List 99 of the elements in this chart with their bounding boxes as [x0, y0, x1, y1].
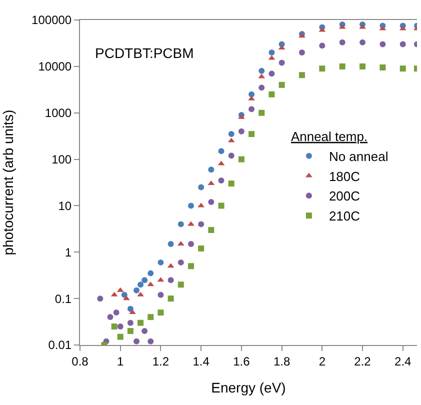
- point: [258, 68, 265, 74]
- point: [238, 156, 244, 162]
- y-tick-label: 1: [64, 245, 72, 260]
- point: [198, 245, 204, 252]
- y-axis-title: photocurrent (arb units): [0, 110, 16, 256]
- x-tick-label: 1: [117, 354, 124, 368]
- point: [121, 292, 128, 298]
- point: [248, 96, 255, 100]
- y-tick-label: 10000: [38, 60, 72, 74]
- point: [188, 263, 194, 270]
- point: [117, 334, 124, 340]
- point: [158, 310, 164, 316]
- point: [113, 310, 120, 316]
- legend-label: 200C: [328, 188, 360, 204]
- point: [380, 64, 386, 70]
- point: [138, 320, 144, 326]
- point: [138, 282, 144, 288]
- x-tick-label: 1.6: [233, 354, 250, 368]
- point: [400, 66, 406, 72]
- point: [127, 328, 134, 334]
- point: [278, 82, 285, 88]
- point: [168, 240, 174, 247]
- point: [339, 39, 346, 46]
- x-tick-label: 2: [318, 354, 326, 368]
- y-tick-label: 10: [58, 198, 72, 213]
- point: [97, 296, 104, 302]
- point: [168, 296, 174, 302]
- point: [228, 152, 234, 159]
- point: [188, 240, 194, 247]
- point: [158, 259, 164, 266]
- point: [198, 221, 204, 228]
- x-tick-label: 2.4: [394, 354, 412, 368]
- point: [360, 63, 366, 70]
- x-axis-title: Energy (eV): [211, 380, 286, 396]
- point: [298, 72, 305, 78]
- point: [359, 24, 366, 29]
- point: [148, 314, 154, 320]
- point: [268, 70, 275, 77]
- point: [238, 128, 244, 134]
- point: [278, 60, 285, 66]
- point: [158, 292, 164, 298]
- point: [127, 306, 134, 312]
- point: [268, 91, 275, 98]
- point: [218, 177, 224, 184]
- point: [248, 131, 255, 138]
- point: [134, 287, 140, 294]
- point: [360, 39, 366, 46]
- point: [268, 49, 275, 56]
- point: [298, 49, 305, 56]
- point: [117, 324, 124, 330]
- point: [178, 259, 184, 266]
- point: [218, 148, 224, 154]
- y-tick-label: 100000: [32, 13, 72, 28]
- x-tick-label: 0.8: [72, 354, 89, 368]
- point: [319, 42, 326, 49]
- point: [258, 110, 265, 116]
- point: [218, 202, 224, 209]
- point: [178, 282, 184, 288]
- point: [198, 184, 204, 190]
- point: [127, 320, 134, 326]
- point: [148, 338, 154, 344]
- x-tick-label: 2.2: [354, 354, 372, 368]
- point: [248, 91, 255, 98]
- point: [134, 338, 140, 344]
- point: [188, 221, 194, 226]
- point: [248, 106, 255, 112]
- point: [107, 314, 114, 320]
- x-tick-label: 1.2: [152, 354, 170, 368]
- point: [129, 310, 136, 314]
- point: [228, 131, 234, 138]
- point: [298, 33, 306, 38]
- legend-title: Anneal temp.: [290, 128, 368, 144]
- point: [208, 226, 214, 233]
- point: [178, 221, 184, 228]
- point: [339, 63, 346, 70]
- point: [142, 277, 148, 284]
- y-tick-label: 0.01: [48, 338, 72, 352]
- point: [258, 84, 265, 91]
- point: [208, 166, 214, 173]
- x-tick-label: 1.8: [273, 354, 290, 368]
- legend-label: 210C: [328, 208, 360, 224]
- point: [137, 292, 144, 296]
- x-tick-label: 1.4: [192, 354, 210, 368]
- point: [168, 277, 174, 284]
- y-tick-label: 100: [52, 152, 72, 166]
- point: [319, 66, 326, 72]
- point: [142, 328, 148, 334]
- point: [400, 41, 406, 48]
- y-tick-label: 1000: [44, 106, 72, 120]
- legend-label: 180C: [328, 168, 360, 184]
- point: [380, 41, 386, 48]
- point: [188, 202, 194, 209]
- point: [148, 270, 154, 276]
- annotation: PCDTBT:PCBM: [95, 45, 194, 61]
- point: [228, 180, 234, 187]
- legend-label: No anneal: [328, 148, 388, 164]
- y-tick-label: 0.1: [54, 292, 72, 306]
- point: [208, 199, 214, 206]
- point: [111, 324, 118, 330]
